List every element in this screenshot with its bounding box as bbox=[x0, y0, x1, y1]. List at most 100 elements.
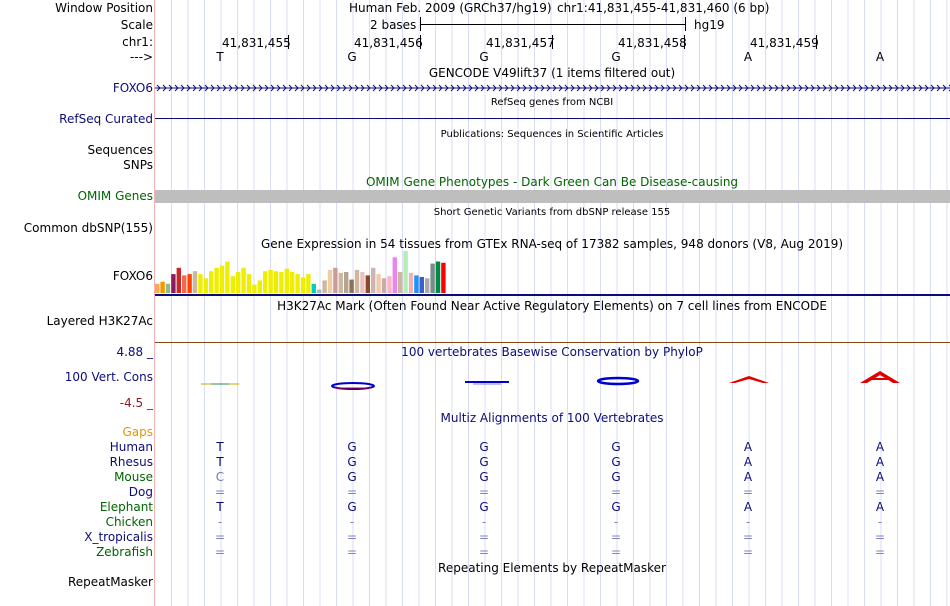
multiz-species-x-tropicalis[interactable]: X_tropicalis bbox=[84, 530, 153, 544]
strand-chevron bbox=[726, 84, 731, 92]
gtex-tissue-bar[interactable] bbox=[300, 277, 306, 294]
repeatmasker-label[interactable]: RepeatMasker bbox=[67, 575, 153, 589]
strand-chevron bbox=[582, 84, 587, 92]
gtex-tissue-bar[interactable] bbox=[435, 261, 441, 294]
strand-chevron bbox=[576, 84, 581, 92]
gtex-tissue-bar[interactable] bbox=[187, 274, 192, 293]
phylop-track-label[interactable]: 100 Vert. Cons bbox=[64, 370, 153, 384]
gtex-tissue-bar[interactable] bbox=[176, 267, 181, 293]
strand-chevron bbox=[564, 84, 569, 92]
multiz-species-dog[interactable]: Dog bbox=[128, 485, 153, 499]
gtex-tissue-bar[interactable] bbox=[354, 269, 360, 293]
gtex-tissue-bar[interactable] bbox=[311, 283, 316, 293]
gtex-tissue-bar[interactable] bbox=[198, 274, 203, 293]
gtex-tissue-bar[interactable] bbox=[182, 275, 187, 293]
h3k27ac-track-title[interactable]: H3K27Ac Mark (Often Found Near Active Re… bbox=[277, 299, 827, 313]
multiz-species-gaps[interactable]: Gaps bbox=[122, 425, 153, 439]
gtex-tissue-bar[interactable] bbox=[419, 277, 424, 293]
multiz-species-chicken[interactable]: Chicken bbox=[105, 515, 153, 529]
gtex-tissue-bar[interactable] bbox=[284, 268, 289, 293]
gtex-tissue-bar[interactable] bbox=[333, 267, 338, 293]
gtex-tissue-bar[interactable] bbox=[192, 271, 198, 293]
omim-label[interactable]: OMIM Genes bbox=[77, 189, 153, 203]
multiz-species-mouse[interactable]: Mouse bbox=[114, 470, 153, 484]
gtex-tissue-bar[interactable] bbox=[219, 265, 225, 293]
gtex-tissue-bar[interactable] bbox=[203, 278, 208, 293]
gtex-tissue-bar[interactable] bbox=[403, 251, 408, 293]
refseq-gene-line[interactable] bbox=[155, 118, 950, 119]
publications-label[interactable]: Sequences bbox=[87, 143, 153, 157]
gtex-tissue-bar[interactable] bbox=[209, 271, 214, 293]
omim-track-title[interactable]: OMIM Gene Phenotypes - Dark Green Can Be… bbox=[365, 175, 739, 189]
gtex-tissue-bar[interactable] bbox=[171, 274, 176, 293]
gtex-tissue-bar[interactable] bbox=[322, 280, 327, 293]
gtex-tissue-bar[interactable] bbox=[398, 272, 403, 293]
strand-chevron bbox=[624, 84, 629, 92]
gtex-gene-label[interactable]: FOXO6 bbox=[112, 269, 153, 283]
phylop-track-title[interactable]: 100 vertebrates Basewise Conservation by… bbox=[401, 345, 703, 359]
gtex-tissue-bar[interactable] bbox=[360, 272, 365, 293]
gtex-tissue-bar[interactable] bbox=[327, 269, 333, 293]
gtex-expression-chart[interactable] bbox=[155, 250, 950, 297]
gtex-tissue-bar[interactable] bbox=[257, 280, 262, 293]
dbsnp-label[interactable]: Common dbSNP(155) bbox=[23, 221, 153, 235]
gtex-tissue-bar[interactable] bbox=[241, 267, 246, 293]
refseq-track-title[interactable]: RefSeq genes from NCBI bbox=[490, 97, 614, 108]
snps-label[interactable]: SNPs bbox=[123, 158, 153, 172]
publications-track-title[interactable]: Publications: Sequences in Scientific Ar… bbox=[440, 129, 664, 140]
multiz-species-rhesus[interactable]: Rhesus bbox=[109, 455, 153, 469]
gencode-gene-feature[interactable] bbox=[155, 80, 950, 96]
strand-chevron bbox=[270, 84, 275, 92]
gtex-tissue-bar[interactable] bbox=[349, 279, 354, 293]
dbsnp-track-title[interactable]: Short Genetic Variants from dbSNP releas… bbox=[433, 207, 671, 218]
strand-chevron bbox=[498, 84, 503, 92]
gtex-tissue-bar[interactable] bbox=[295, 274, 300, 293]
multiz-species-elephant[interactable]: Elephant bbox=[99, 500, 153, 514]
refseq-label[interactable]: RefSeq Curated bbox=[59, 112, 153, 126]
gtex-tissue-bar[interactable] bbox=[414, 275, 419, 293]
strand-chevron bbox=[540, 84, 545, 92]
gtex-tissue-bar[interactable] bbox=[408, 272, 414, 293]
repeatmasker-track-title[interactable]: Repeating Elements by RepeatMasker bbox=[438, 561, 666, 575]
phylop-conservation-logos[interactable] bbox=[155, 362, 950, 392]
gtex-tissue-bar[interactable] bbox=[365, 275, 370, 293]
gtex-tissue-bar[interactable] bbox=[225, 261, 230, 294]
gtex-tissue-bar[interactable] bbox=[165, 283, 171, 293]
gtex-tissue-bar[interactable] bbox=[214, 267, 219, 293]
gtex-tissue-bar[interactable] bbox=[430, 263, 435, 293]
gtex-tissue-bar[interactable] bbox=[338, 272, 343, 293]
gtex-tissue-bar[interactable] bbox=[273, 271, 279, 293]
gtex-tissue-bar[interactable] bbox=[441, 262, 446, 293]
gtex-tissue-bar[interactable] bbox=[344, 272, 349, 293]
omim-feature-bar[interactable] bbox=[155, 190, 950, 203]
gencode-gene-label[interactable]: FOXO6 bbox=[112, 81, 153, 95]
gtex-tissue-bar[interactable] bbox=[263, 271, 268, 293]
gtex-tissue-bar[interactable] bbox=[425, 278, 430, 293]
gencode-track-title[interactable]: GENCODE V49lift37 (1 items filtered out) bbox=[428, 66, 676, 80]
gtex-tissue-bar[interactable] bbox=[387, 276, 392, 293]
gtex-tissue-bar[interactable] bbox=[230, 276, 235, 293]
gtex-track-title[interactable]: Gene Expression in 54 tissues from GTEx … bbox=[260, 237, 844, 251]
multiz-track-title[interactable]: Multiz Alignments of 100 Vertebrates bbox=[440, 411, 664, 425]
multiz-species-human[interactable]: Human bbox=[109, 440, 153, 454]
alignment-base: G bbox=[347, 440, 357, 454]
gtex-tissue-bar[interactable] bbox=[155, 283, 160, 293]
gtex-tissue-bar[interactable] bbox=[317, 289, 322, 293]
gtex-tissue-bar[interactable] bbox=[381, 278, 387, 293]
gtex-tissue-bar[interactable] bbox=[236, 272, 241, 293]
gtex-tissue-bar[interactable] bbox=[160, 281, 165, 293]
gtex-tissue-bar[interactable] bbox=[392, 257, 397, 293]
gtex-tissue-bar[interactable] bbox=[246, 274, 252, 293]
gtex-tissue-bar[interactable] bbox=[371, 267, 376, 293]
gtex-tissue-bar[interactable] bbox=[252, 284, 257, 293]
gtex-tissue-bar[interactable] bbox=[306, 274, 311, 293]
gtex-tissue-bar[interactable] bbox=[376, 274, 381, 293]
h3k27ac-signal-line[interactable] bbox=[155, 342, 950, 343]
strand-chevron bbox=[786, 84, 791, 92]
h3k27ac-label[interactable]: Layered H3K27Ac bbox=[46, 314, 153, 328]
gtex-tissue-bar[interactable] bbox=[268, 269, 273, 293]
multiz-species-zebrafish[interactable]: Zebrafish bbox=[96, 545, 153, 559]
window-position[interactable]: chr1:41,831,455-41,831,460 (6 bp) bbox=[557, 1, 770, 15]
gtex-tissue-bar[interactable] bbox=[290, 272, 295, 293]
gtex-tissue-bar[interactable] bbox=[279, 272, 284, 293]
